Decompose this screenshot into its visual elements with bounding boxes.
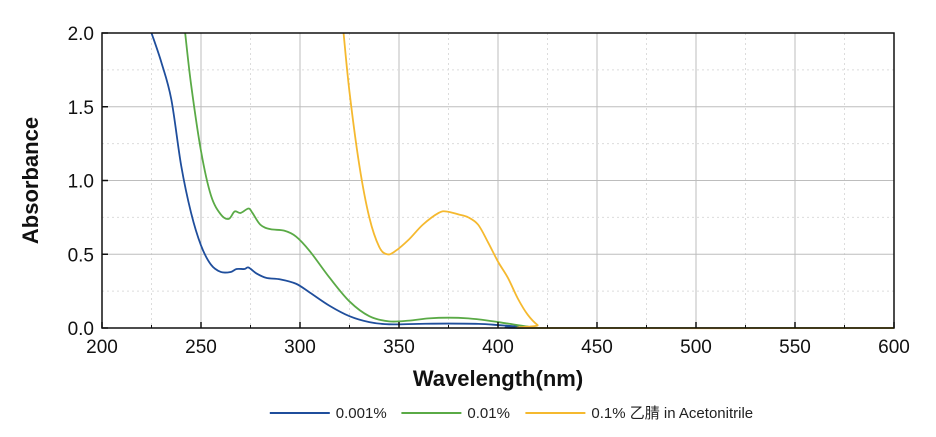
x-tick-label: 450	[581, 337, 613, 358]
legend: 0.001% 0.01% 0.1% 乙腈 in Acetonitrile	[269, 405, 753, 422]
y-axis-title: Absorbance	[18, 117, 43, 244]
y-tick-label: 1.5	[68, 98, 94, 119]
series-line-3	[342, 32, 895, 330]
x-tick-label: 200	[86, 337, 118, 358]
x-tick-label: 500	[680, 337, 712, 358]
legend-label-3: 0.1% 乙腈 in Acetonitrile	[591, 405, 753, 422]
x-tick-label: 250	[185, 337, 217, 358]
legend-label-2: 0.01%	[467, 405, 510, 422]
axis-ticks	[101, 32, 895, 329]
legend-label-1: 0.001%	[336, 405, 387, 422]
series-line-2	[184, 32, 895, 330]
x-tick-label: 400	[482, 337, 514, 358]
y-tick-label: 2.0	[68, 24, 94, 45]
y-tick-label: 0.0	[68, 319, 94, 340]
x-tick-label: 300	[284, 337, 316, 358]
x-axis-title: Wavelength(nm)	[413, 366, 583, 391]
series-line-1	[150, 32, 895, 330]
y-tick-label: 0.5	[68, 245, 94, 266]
x-tick-label: 350	[383, 337, 415, 358]
grid	[102, 33, 894, 328]
tick-labels: 200 250 300 350 400 450 500 550 600 0.0 0.5 1.0 1.5 2…	[68, 24, 910, 358]
series-layer	[150, 32, 895, 330]
x-tick-label: 550	[779, 337, 811, 358]
y-tick-label: 1.0	[68, 172, 94, 193]
x-tick-label: 600	[878, 337, 910, 358]
